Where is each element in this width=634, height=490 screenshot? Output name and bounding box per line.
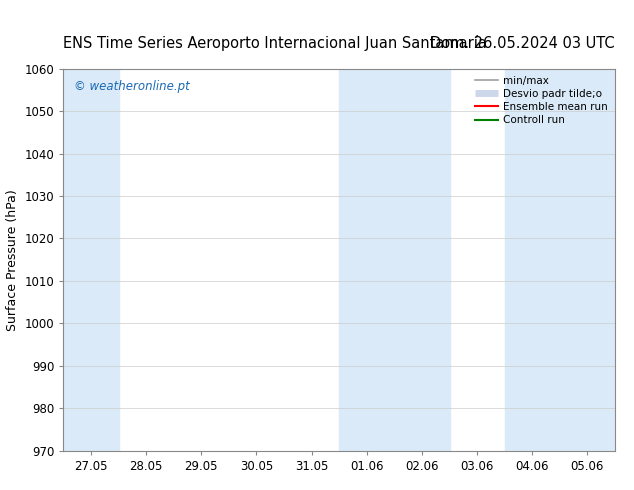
Text: Dom. 26.05.2024 03 UTC: Dom. 26.05.2024 03 UTC — [430, 36, 615, 51]
Bar — [505, 69, 615, 451]
Y-axis label: Surface Pressure (hPa): Surface Pressure (hPa) — [6, 189, 19, 331]
Text: ENS Time Series Aeroporto Internacional Juan Santamaría: ENS Time Series Aeroporto Internacional … — [63, 35, 488, 51]
Legend: min/max, Desvio padr tilde;o, Ensemble mean run, Controll run: min/max, Desvio padr tilde;o, Ensemble m… — [470, 72, 612, 129]
Bar — [63, 69, 119, 451]
Text: © weatheronline.pt: © weatheronline.pt — [74, 80, 190, 93]
Bar — [339, 69, 450, 451]
